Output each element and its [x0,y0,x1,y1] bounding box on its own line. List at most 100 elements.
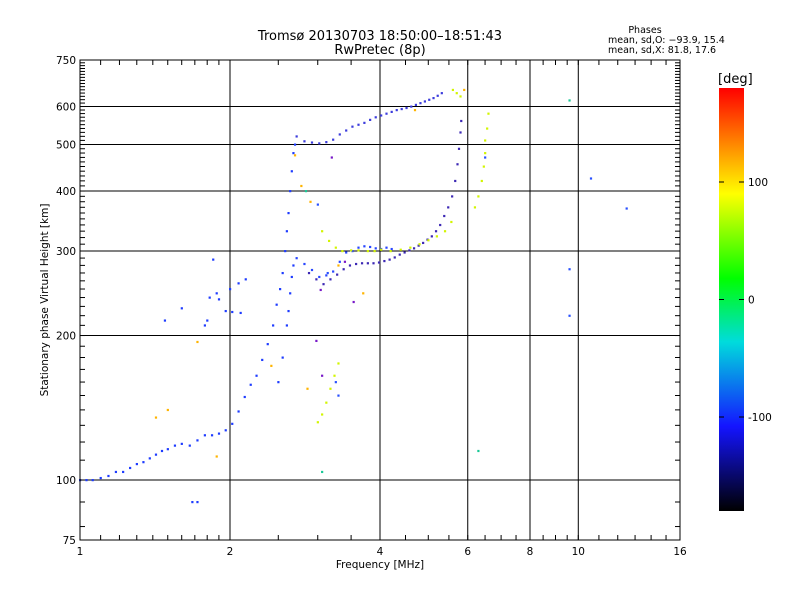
data-point [332,138,335,141]
data-point [480,179,483,183]
data-point [281,271,284,275]
x-tick-label: 8 [527,546,534,558]
data-point [400,107,403,111]
data-point [215,455,218,458]
data-point [380,114,383,117]
data-point [272,324,275,327]
data-point [477,449,480,453]
data-point [173,444,177,447]
data-point [310,141,314,144]
data-point [398,253,401,256]
data-point [435,235,438,238]
data-point [457,147,461,150]
data-point [326,271,329,275]
data-point [459,95,462,98]
data-point [277,381,280,384]
data-point [390,110,393,113]
y-tick-label: 400 [56,186,76,198]
y-tick-label: 750 [56,55,76,67]
data-point [85,479,88,482]
data-point [410,105,413,108]
data-point [427,239,430,242]
data-point [318,142,321,145]
data-point [477,195,480,198]
data-point [463,88,466,92]
data-point [337,264,340,267]
data-point [154,416,158,419]
data-point [316,421,319,424]
data-point [459,131,462,134]
data-point [300,184,303,188]
data-point [436,94,439,97]
data-point [454,179,457,183]
data-point [231,422,234,425]
y-tick-label: 100 [56,475,76,487]
data-point [357,249,360,252]
data-point [332,270,335,273]
data-point [315,339,318,343]
x-tick-label: 6 [464,546,471,558]
data-point [389,250,392,253]
data-point [243,395,246,399]
data-point [363,245,366,248]
data-point [354,262,358,266]
data-point [166,448,169,451]
data-point [352,300,355,304]
data-point [217,298,221,301]
data-point [423,100,426,103]
colorbar-tick-label: 0 [748,295,755,307]
data-point [210,434,214,437]
data-point [369,118,372,121]
data-point [350,249,353,252]
y-tick-label: 200 [56,331,76,343]
data-point [224,429,227,432]
y-axis-label: Stationary phase Virtual Height [km] [39,204,51,397]
x-tick-label: 4 [377,546,384,558]
data-point [440,92,443,95]
data-point [316,203,319,206]
data-point [395,109,398,112]
data-point [393,256,396,259]
data-point [289,292,292,295]
data-point [289,190,292,193]
data-point [385,246,388,249]
data-point [231,310,234,314]
data-point [418,243,421,246]
data-point [307,271,311,275]
data-point [327,239,331,243]
data-point [484,156,487,159]
x-tick-label: 10 [572,546,585,558]
data-point [456,163,459,166]
data-point [413,109,417,112]
data-point [295,135,298,138]
data-point [363,121,366,124]
data-point [399,248,402,251]
colorbar-label: [deg] [718,72,753,87]
data-point [318,275,321,279]
data-point [321,230,324,233]
data-point [321,413,324,416]
data-point [568,268,571,271]
data-point [568,99,571,102]
data-point [372,262,375,265]
data-point [414,103,418,106]
data-point [625,207,628,210]
data-point [310,268,314,272]
data-point [482,165,485,168]
data-point [373,250,376,253]
data-point [122,470,125,474]
data-point [333,374,336,377]
data-point [284,250,287,253]
data-point [337,362,340,365]
data-point [319,288,322,292]
data-point [166,408,169,412]
data-point [325,141,328,144]
data-point [304,190,308,193]
data-point [405,106,408,110]
data-point [160,449,164,453]
data-point [287,309,290,313]
data-point [330,156,333,159]
colorbar-ticks: 100 0 -100 [719,177,772,424]
data-point [114,470,118,474]
data-point [383,259,386,263]
